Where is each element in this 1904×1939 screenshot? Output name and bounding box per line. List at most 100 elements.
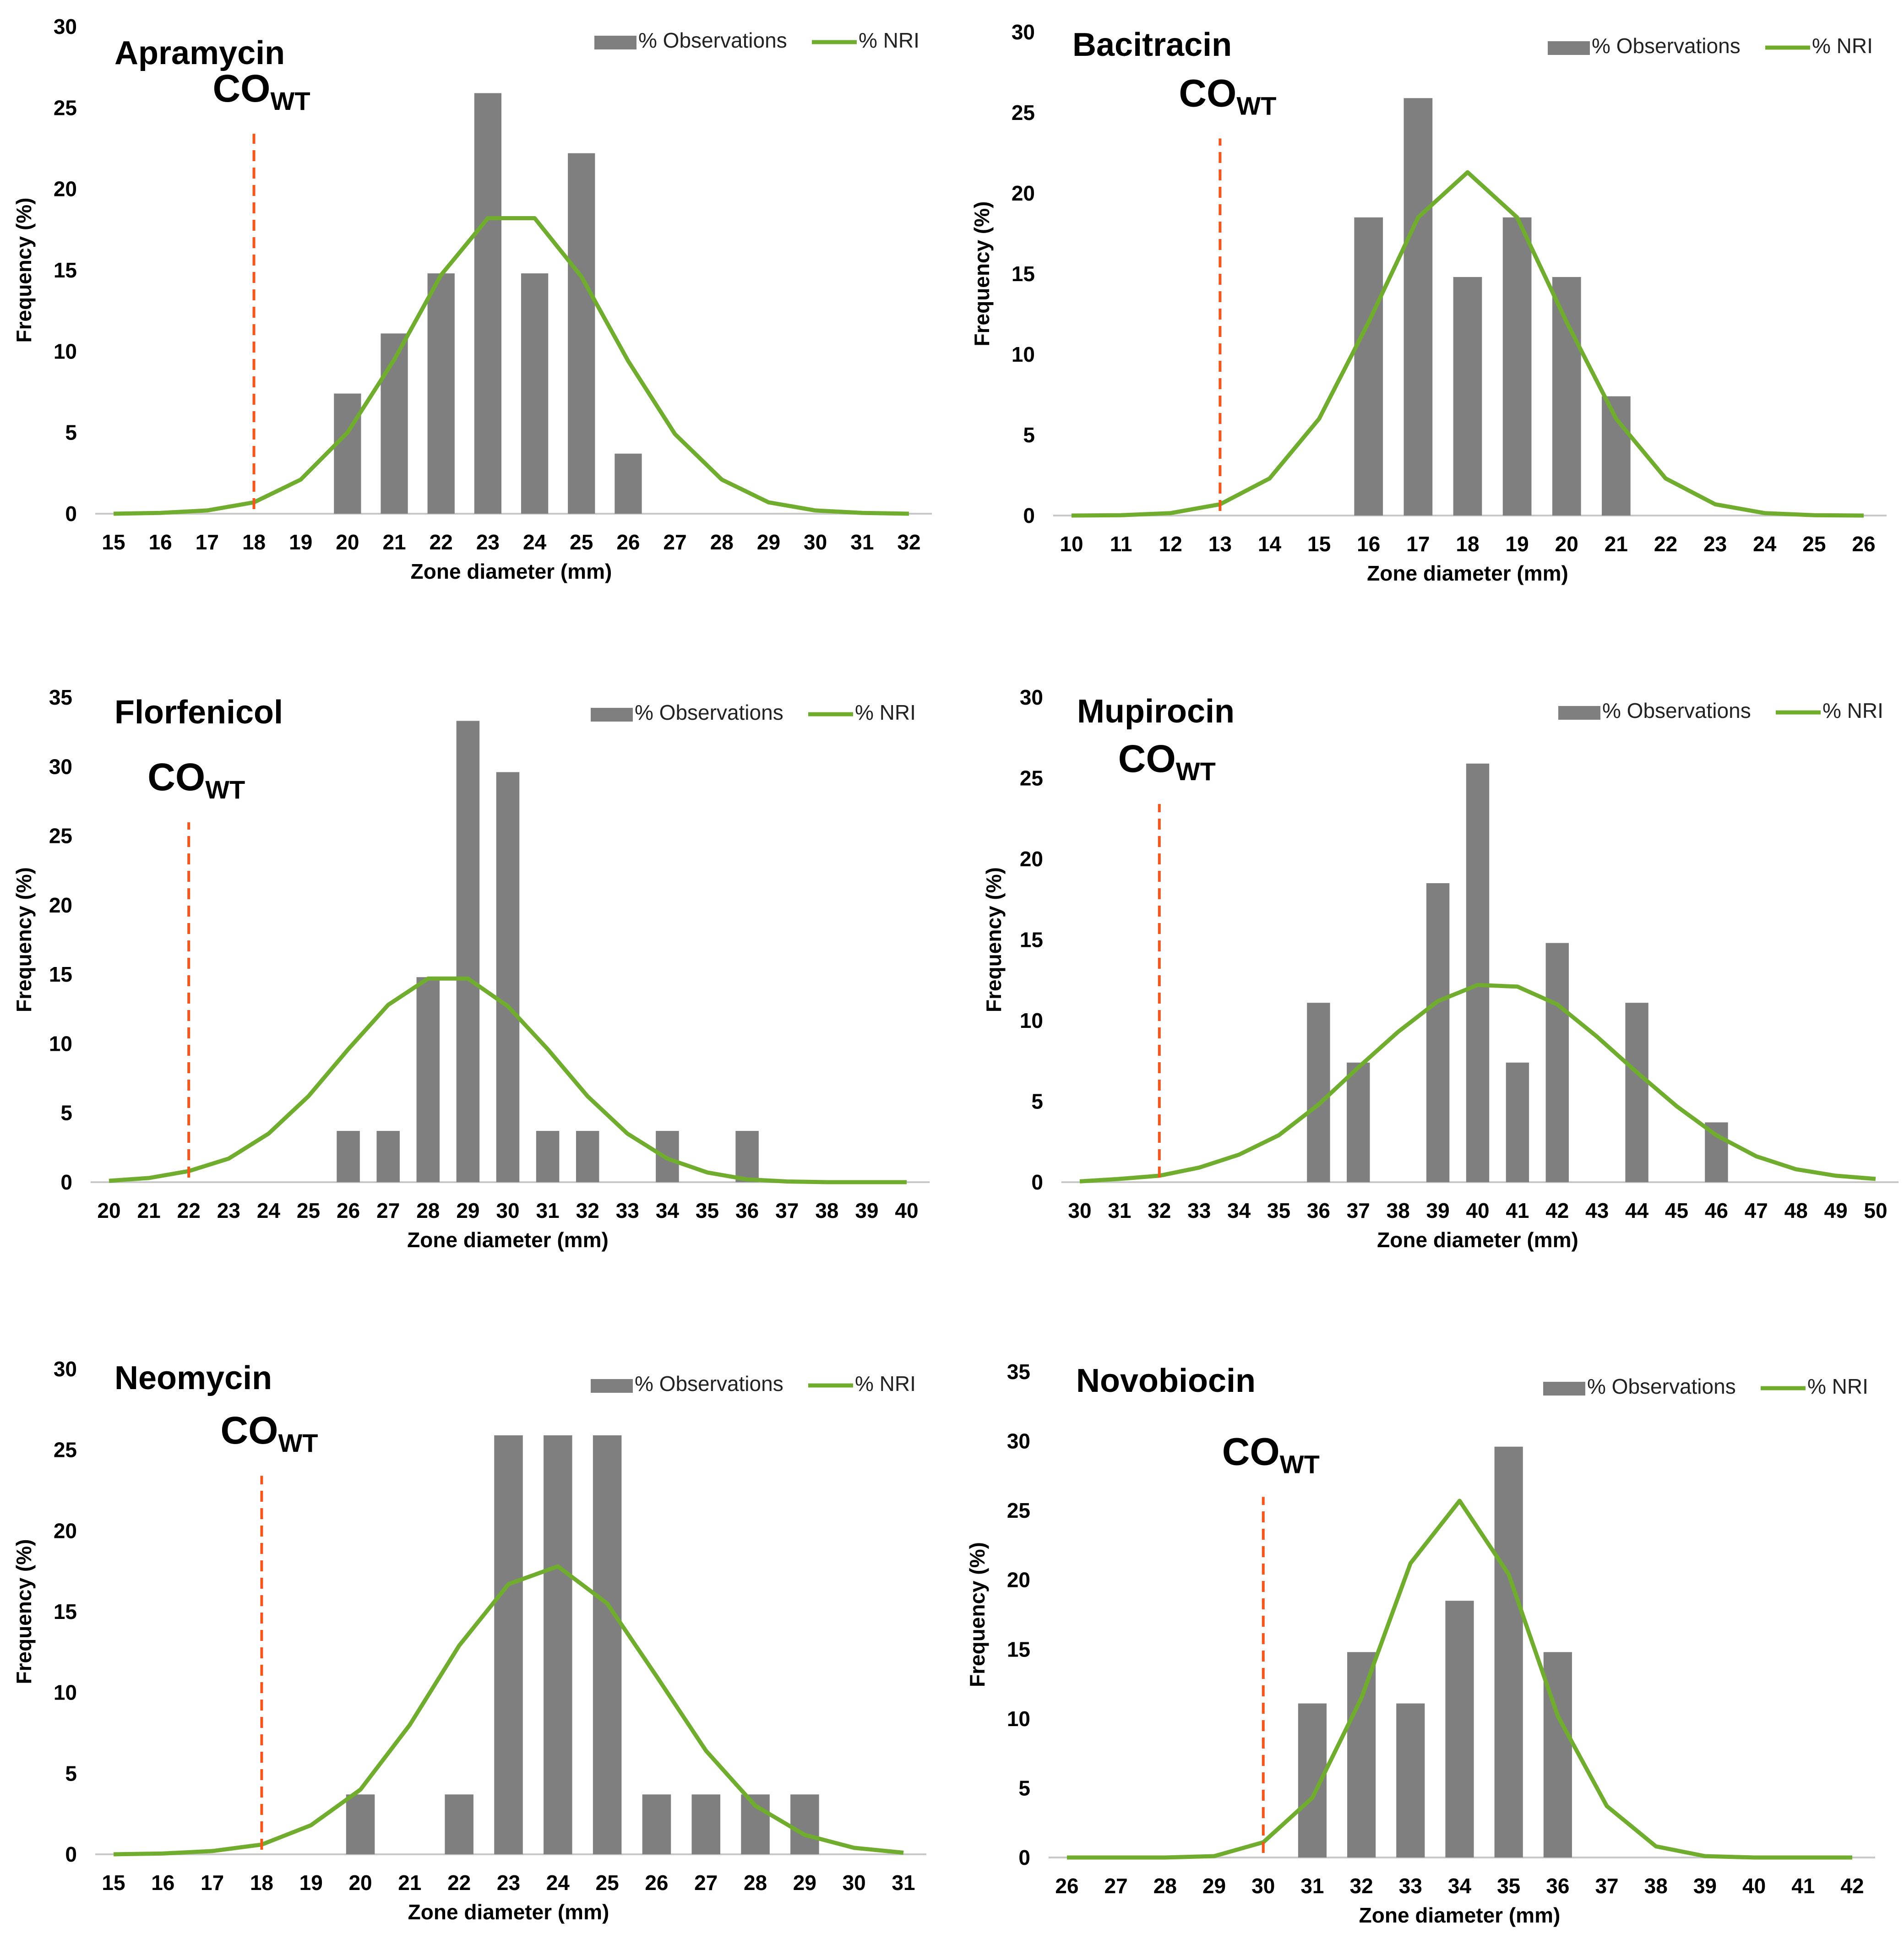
x-tick-label: 22	[447, 1871, 471, 1895]
x-tick-label: 26	[616, 530, 640, 554]
nri-line	[1071, 170, 1864, 518]
x-tick-label: 17	[1406, 532, 1430, 556]
x-tick-label: 16	[149, 530, 172, 554]
x-tick-label: 25	[570, 530, 593, 554]
x-tick-label: 41	[1506, 1199, 1529, 1222]
x-tick-label: 36	[1546, 1874, 1569, 1898]
bar-observation	[496, 772, 520, 1182]
x-tick-label: 28	[416, 1199, 440, 1222]
y-tick-label: 20	[1007, 1568, 1030, 1592]
x-tick-label: 23	[497, 1871, 520, 1895]
y-tick-label: 25	[54, 96, 77, 119]
x-tick-label: 28	[710, 530, 734, 554]
y-axis-label: Frequency (%)	[12, 198, 36, 343]
x-tick-label: 38	[1387, 1199, 1410, 1222]
y-tick-label: 10	[1020, 1009, 1043, 1032]
bar-observation	[1494, 1446, 1523, 1858]
legend-nri: % NRI	[1822, 699, 1883, 722]
y-tick-label: 25	[1020, 766, 1043, 790]
nri-line	[1067, 1499, 1852, 1860]
legend-observations: % Observations	[1592, 34, 1741, 58]
x-tick-label: 32	[576, 1199, 599, 1222]
chart-title: Neomycin	[114, 1360, 272, 1396]
y-tick-label: 10	[54, 1681, 77, 1705]
y-tick-label: 30	[1007, 1429, 1030, 1453]
y-tick-label: 30	[54, 15, 77, 38]
y-tick-label: 25	[1007, 1499, 1030, 1522]
bar-observation	[427, 273, 455, 514]
x-tick-label: 31	[892, 1871, 915, 1895]
x-axis-label: Zone diameter (mm)	[1367, 561, 1568, 585]
x-axis-label: Zone diameter (mm)	[1377, 1228, 1578, 1252]
x-tick-label: 23	[476, 530, 500, 554]
x-tick-label: 33	[1187, 1199, 1211, 1222]
y-tick-label: 0	[65, 502, 77, 526]
legend-observations: % Observations	[1587, 1374, 1736, 1398]
chart-panel-bacitracin: 0 5 10 15 20 25 30 10 11 12 13 14 15 16 17 18 19 20 21 22 23…	[970, 20, 1887, 585]
legend: % Observations % NRI	[594, 28, 919, 52]
x-axis-label: Zone diameter (mm)	[407, 1228, 609, 1252]
y-tick-label: 15	[54, 1600, 77, 1624]
x-axis-label: Zone diameter (mm)	[408, 1900, 609, 1924]
y-tick-label: 10	[1007, 1707, 1030, 1731]
chart-title: Apramycin	[114, 35, 285, 71]
y-axis-label: Frequency (%)	[965, 1542, 989, 1687]
x-tick-label: 30	[843, 1871, 866, 1895]
bar-observation	[615, 453, 642, 514]
x-tick-label: 37	[1347, 1199, 1370, 1222]
y-tick-label: 10	[1012, 342, 1035, 366]
y-axis-label: Frequency (%)	[12, 867, 36, 1012]
y-axis-label: Frequency (%)	[12, 1539, 36, 1684]
chart-title: Bacitracin	[1072, 27, 1232, 63]
y-tick-label: 15	[49, 962, 72, 986]
bar-observation	[445, 1794, 473, 1854]
bar-observation	[334, 393, 361, 514]
chart-title: Florfenicol	[114, 694, 283, 731]
x-tick-label: 21	[1605, 532, 1628, 556]
y-tick-label: 20	[49, 893, 72, 917]
x-tick-label: 26	[1852, 532, 1875, 556]
x-tick-label: 22	[430, 530, 453, 554]
x-tick-label: 17	[201, 1871, 224, 1895]
y-tick-label: 25	[49, 824, 72, 848]
x-tick-label: 18	[242, 530, 266, 554]
x-tick-label: 31	[1108, 1199, 1131, 1222]
nri-line	[1079, 983, 1876, 1184]
x-tick-label: 32	[1148, 1199, 1171, 1222]
y-tick-label: 25	[54, 1438, 77, 1462]
x-tick-label: 20	[348, 1871, 372, 1895]
cutoff-label: COWT	[147, 755, 245, 804]
x-tick-label: 28	[1153, 1874, 1177, 1898]
bar-observation	[593, 1435, 622, 1854]
bar-observation	[1307, 1003, 1330, 1182]
x-tick-label: 37	[1595, 1874, 1618, 1898]
y-tick-label: 0	[1023, 504, 1035, 527]
y-tick-label: 15	[54, 258, 77, 282]
bar-observation	[1426, 883, 1450, 1182]
x-tick-label: 36	[735, 1199, 759, 1222]
x-tick-label: 40	[1742, 1874, 1766, 1898]
y-tick-label: 20	[1020, 847, 1043, 871]
x-tick-label: 24	[257, 1199, 281, 1222]
chart-panel-florfenicol: 0 5 10 15 20 25 30 35 20 21 22 23 24 25 26 27 28 29 30 31 32…	[12, 685, 930, 1252]
x-tick-label: 35	[696, 1199, 719, 1222]
legend-bar-swatch	[1548, 41, 1590, 55]
x-tick-label: 23	[217, 1199, 240, 1222]
bar-observation	[576, 1131, 599, 1182]
x-tick-label: 35	[1267, 1199, 1290, 1222]
x-tick-label: 32	[897, 530, 920, 554]
bar-observation	[1506, 1062, 1529, 1182]
nri-line	[109, 976, 907, 1184]
y-tick-label: 15	[1012, 262, 1035, 286]
x-tick-label: 21	[382, 530, 406, 554]
x-tick-label: 20	[336, 530, 359, 554]
x-tick-label: 46	[1705, 1199, 1728, 1222]
bar-observation	[691, 1794, 721, 1854]
x-tick-label: 21	[137, 1199, 161, 1222]
x-tick-label: 19	[289, 530, 312, 554]
x-tick-label: 15	[1307, 532, 1331, 556]
legend-observations: % Observations	[1602, 699, 1751, 722]
cutoff-label: COWT	[213, 67, 310, 115]
x-tick-label: 42	[1545, 1199, 1569, 1222]
